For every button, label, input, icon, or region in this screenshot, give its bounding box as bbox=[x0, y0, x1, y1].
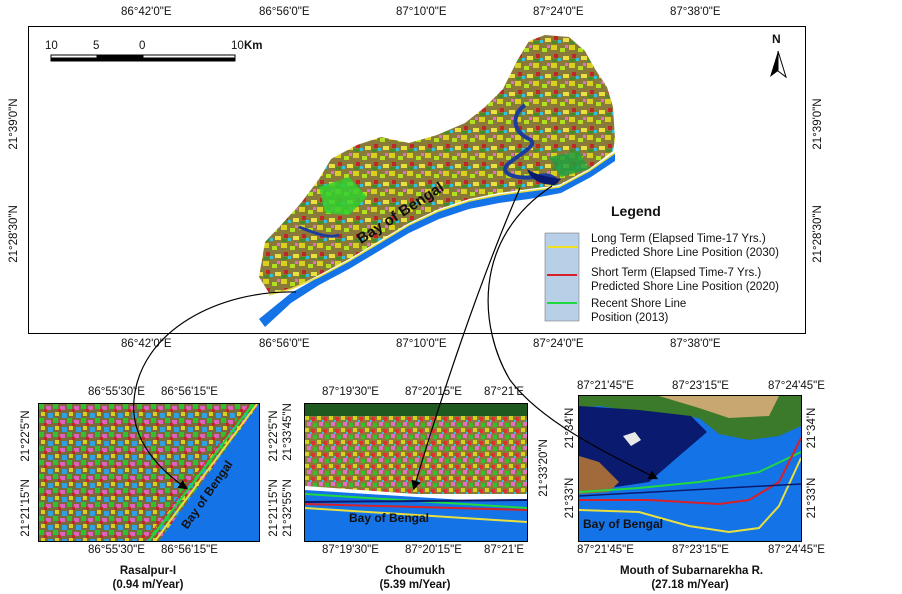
green-patch bbox=[319, 177, 367, 215]
inset-bottom-lon: 87°19'30"E bbox=[322, 544, 379, 556]
inset-right-lat: 21°33'N bbox=[806, 477, 818, 519]
main-top-lon: 87°10'0"E bbox=[396, 6, 447, 18]
river-mouth bbox=[527, 169, 561, 185]
scale-label: 10 bbox=[45, 40, 58, 52]
green-patch bbox=[549, 151, 589, 177]
inset-bottom-lon: 87°21'45"E bbox=[577, 544, 634, 556]
inset-map-rasalpur: Bay of Bengal bbox=[38, 403, 260, 542]
river bbox=[298, 225, 340, 238]
inset-left-lat: 21°33'45"N bbox=[282, 403, 294, 461]
inset-top-lon: 87°20'15"E bbox=[405, 386, 462, 398]
inset-caption-rate: (27.18 m/Year) bbox=[651, 579, 729, 591]
inset-map-subarnarekha: Bay of Bengal bbox=[578, 395, 802, 542]
main-left-lat: 21°28'30"N bbox=[8, 205, 20, 263]
inset-bottom-lon: 87°21'E bbox=[484, 544, 525, 556]
legend-item-label: Predicted Shore Line Position (2020) bbox=[591, 281, 779, 293]
shore-line bbox=[305, 499, 527, 503]
inset-caption-name: Rasalpur-I bbox=[119, 565, 177, 577]
vegetation-patch bbox=[305, 404, 527, 416]
inset-top-lon: 87°23'15"E bbox=[672, 380, 729, 392]
inset-bottom-lon: 87°24'45"E bbox=[768, 544, 825, 556]
scale-label: 5 bbox=[93, 40, 100, 52]
inset-top-lon: 86°55'30"E bbox=[88, 386, 145, 398]
legend-item-label: Predicted Shore Line Position (2030) bbox=[591, 247, 779, 259]
inset-right-lat: 21°21'15"N bbox=[268, 479, 280, 537]
inset-top-lon: 87°21'E bbox=[484, 386, 525, 398]
main-top-lon: 86°56'0"E bbox=[259, 6, 310, 18]
inset-sea-label: Bay of Bengal bbox=[349, 511, 430, 525]
shore-line bbox=[579, 457, 801, 534]
legend-item-label: Recent Shore Line bbox=[591, 298, 687, 310]
inset-bottom-lon: 86°56'15"E bbox=[161, 544, 218, 556]
inset-left-lat: 21°33'N bbox=[564, 477, 576, 519]
main-bottom-lon: 87°24'0"E bbox=[533, 338, 584, 350]
main-left-lat: 21°39'0"N bbox=[8, 98, 20, 150]
shore-line bbox=[579, 437, 801, 506]
main-bottom-lon: 87°38'0"E bbox=[670, 338, 721, 350]
main-bottom-lon: 86°56'0"E bbox=[259, 338, 310, 350]
scale-bar bbox=[50, 54, 236, 62]
shore-line bbox=[579, 451, 801, 493]
main-bottom-lon: 87°10'0"E bbox=[396, 338, 447, 350]
inset-right-lat: 21°33'20"N bbox=[538, 439, 550, 497]
scale-unit: Km bbox=[244, 40, 263, 52]
shore-line bbox=[305, 507, 527, 523]
inset-sea-label: Bay of Bengal bbox=[583, 517, 664, 531]
main-right-lat: 21°28'30"N bbox=[812, 205, 824, 263]
inset-map-choumukh: Bay of Bengal bbox=[304, 403, 528, 542]
shore-line bbox=[579, 483, 801, 497]
inset-top-lon: 87°21'45"E bbox=[577, 380, 634, 392]
main-map: 10 5 0 10 Km N Bay of Bengal Legend Long… bbox=[28, 26, 806, 334]
legend-item-label: Long Term (Elapsed Time-17 Yrs.) bbox=[591, 233, 766, 245]
land-patch bbox=[659, 396, 779, 418]
inset-caption-name: Choumukh bbox=[384, 565, 446, 577]
river bbox=[503, 103, 559, 184]
legend-item-label: Position (2013) bbox=[591, 312, 669, 324]
land-area bbox=[259, 35, 615, 293]
inset-bottom-lon: 87°20'15"E bbox=[405, 544, 462, 556]
main-right-lat: 21°39'0"N bbox=[812, 98, 824, 150]
north-label: N bbox=[772, 32, 781, 46]
inset-top-lon: 86°56'15"E bbox=[161, 386, 218, 398]
inset-caption-rate: (0.94 m/Year) bbox=[112, 579, 184, 591]
north-arrow-icon bbox=[770, 50, 787, 79]
shore-line bbox=[305, 503, 527, 511]
main-top-lon: 87°38'0"E bbox=[670, 6, 721, 18]
scale-label: 0 bbox=[139, 40, 146, 52]
scale-label: 10 bbox=[231, 40, 244, 52]
inset-left-lat: 21°34'N bbox=[564, 407, 576, 449]
inset-caption-name: Mouth of Subarnarekha R. bbox=[620, 565, 764, 577]
inset-top-lon: 87°24'45"E bbox=[768, 380, 825, 392]
main-top-lon: 86°42'0"E bbox=[121, 6, 172, 18]
inset-caption-rate: (5.39 m/Year) bbox=[379, 579, 451, 591]
inset-left-lat: 21°32'55"N bbox=[282, 479, 294, 537]
legend-title: Legend bbox=[611, 203, 661, 219]
main-bottom-lon: 86°42'0"E bbox=[121, 338, 172, 350]
inset-right-lat: 21°34'N bbox=[806, 407, 818, 449]
inset-left-lat: 21°22'5"N bbox=[20, 410, 32, 462]
inset-left-lat: 21°21'15"N bbox=[20, 479, 32, 537]
main-top-lon: 87°24'0"E bbox=[533, 6, 584, 18]
inset-top-lon: 87°19'30"E bbox=[322, 386, 379, 398]
inset-bottom-lon: 86°55'30"E bbox=[88, 544, 145, 556]
inset-bottom-lon: 87°23'15"E bbox=[672, 544, 729, 556]
inset-right-lat: 21°22'5"N bbox=[268, 410, 280, 462]
legend-item-label: Short Term (Elapsed Time-7 Yrs.) bbox=[591, 267, 762, 279]
